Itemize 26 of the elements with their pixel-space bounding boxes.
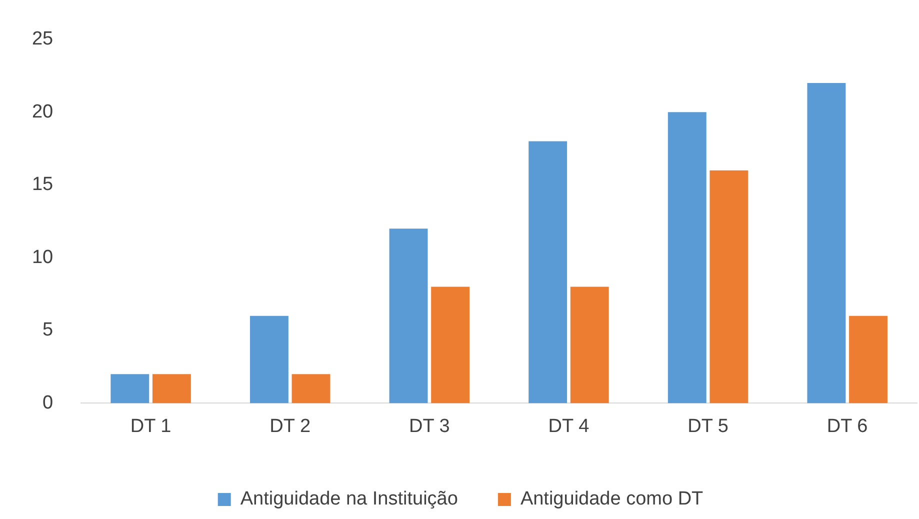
x-tick-label: DT 2	[270, 416, 311, 437]
bar	[250, 316, 288, 404]
x-tick-label: DT 3	[408, 416, 450, 437]
y-tick-label: 0	[42, 392, 54, 414]
y-tick-label: 5	[42, 320, 54, 341]
legend-label: Antiguidade na Instituição	[240, 488, 458, 510]
bar	[570, 286, 609, 404]
bar	[807, 83, 846, 404]
bar	[849, 316, 888, 404]
y-tick-label: 20	[32, 101, 54, 122]
bar	[668, 112, 706, 404]
x-tick-label: DT 6	[826, 416, 868, 437]
y-tick-label: 10	[32, 246, 54, 268]
x-tick-label: DT 1	[130, 416, 172, 437]
legend-label: Antiguidade como DT	[520, 488, 704, 510]
x-tick-label: DT 4	[548, 416, 590, 437]
bar	[110, 374, 150, 404]
bar	[528, 141, 568, 404]
bar	[292, 374, 330, 404]
bar	[389, 228, 428, 404]
y-tick-label: 25	[32, 28, 54, 50]
bar	[152, 374, 191, 404]
y-tick-label: 15	[32, 174, 54, 196]
x-tick-label: DT 5	[688, 416, 728, 437]
bar	[431, 286, 470, 404]
bar	[710, 170, 748, 404]
